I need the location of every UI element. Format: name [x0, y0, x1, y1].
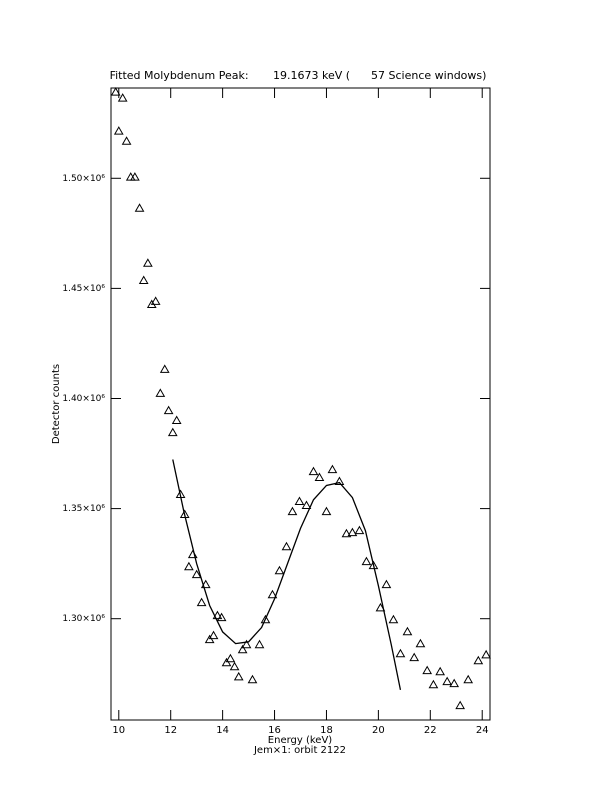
data-point	[247, 674, 258, 684]
x-tick-label: 18	[320, 725, 333, 736]
data-point	[395, 648, 406, 658]
data-point	[121, 136, 132, 145]
y-axis-label: Detector counts	[51, 364, 62, 444]
data-point	[212, 610, 223, 620]
data-point	[341, 528, 352, 538]
data-point	[422, 665, 433, 675]
x-tick-label: 22	[424, 725, 437, 736]
data-point	[229, 661, 240, 671]
data-point	[191, 569, 202, 579]
x-axis-label: Energy (keV)	[268, 735, 333, 746]
data-point	[216, 612, 227, 622]
data-point	[381, 579, 392, 589]
subtitle: Jem×1: orbit 2122	[253, 745, 346, 756]
x-tick-label: 10	[112, 725, 125, 736]
data-point	[301, 500, 312, 510]
data-point	[428, 679, 439, 689]
data-point	[134, 203, 145, 212]
data-point	[184, 561, 194, 571]
data-point	[442, 676, 453, 686]
data-point	[150, 296, 161, 305]
data-point	[347, 527, 358, 537]
data-point	[481, 649, 491, 659]
data-point	[163, 405, 174, 415]
data-point	[143, 258, 153, 267]
y-tick-label: 1.30×10⁶	[62, 614, 105, 624]
fit-line	[172, 459, 402, 690]
data-point	[388, 614, 399, 624]
data-point	[294, 496, 305, 506]
data-point	[159, 364, 170, 373]
data-point	[237, 644, 248, 654]
y-tick-label: 1.50×10⁶	[62, 174, 105, 184]
data-point	[274, 565, 285, 575]
y-tick-label: 1.40×10⁶	[62, 394, 105, 404]
data-point	[138, 275, 149, 284]
x-tick-label: 16	[268, 725, 281, 736]
data-point	[267, 589, 278, 599]
data-point	[167, 427, 178, 437]
data-point	[113, 126, 124, 135]
data-point	[415, 638, 426, 648]
data-point	[233, 671, 244, 681]
data-point	[200, 579, 211, 589]
chart-title: Fitted Molybdenum Peak: 19.1673 keV ( 57…	[110, 69, 487, 82]
x-tick-label: 24	[476, 725, 489, 736]
data-point	[241, 639, 252, 649]
plot-frame	[110, 87, 491, 721]
data-point	[254, 639, 265, 649]
data-point	[117, 93, 128, 102]
data-point	[281, 541, 292, 551]
data-point	[110, 87, 121, 96]
data-point	[354, 525, 365, 535]
data-point	[196, 597, 207, 607]
data-point	[435, 666, 446, 676]
data-point	[321, 506, 332, 516]
data-point	[455, 700, 466, 710]
data-point	[308, 466, 319, 476]
y-tick-label: 1.35×10⁶	[62, 504, 105, 514]
data-point	[225, 653, 236, 663]
data-point	[171, 415, 182, 425]
data-point	[314, 472, 325, 482]
x-tick-label: 14	[216, 725, 229, 736]
data-point	[130, 172, 140, 181]
data-point	[449, 678, 460, 688]
data-point	[463, 674, 474, 684]
data-point	[155, 388, 166, 397]
data-point	[473, 655, 484, 665]
x-tick-label: 12	[164, 725, 177, 736]
data-point	[368, 560, 379, 570]
data-point	[361, 556, 372, 566]
data-point	[375, 602, 386, 612]
data-point	[402, 626, 413, 636]
data-point	[409, 652, 420, 662]
x-tick-label: 20	[372, 725, 385, 736]
data-point	[208, 630, 219, 640]
data-point	[334, 476, 345, 486]
y-tick-label: 1.45×10⁶	[62, 284, 105, 294]
data-point	[287, 506, 298, 516]
data-point	[327, 464, 338, 474]
data-point	[260, 614, 271, 624]
